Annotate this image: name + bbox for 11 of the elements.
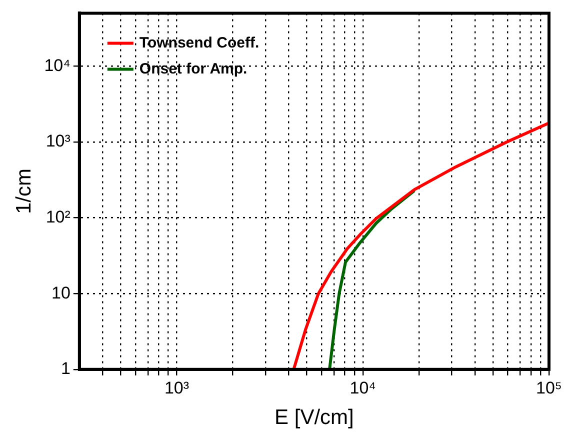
legend-label: Townsend Coeff.	[139, 34, 260, 52]
x-tick-label: 10³	[164, 378, 190, 398]
x-axis-title: E [V/cm]	[274, 406, 354, 430]
y-tick-label: 10	[51, 283, 70, 302]
y-tick-label: 1	[60, 359, 70, 378]
y-tick-label: 10³	[46, 132, 71, 151]
y-tick-label: 10²	[46, 207, 71, 226]
y-axis-title: 1/cm	[12, 168, 36, 214]
x-tick-label: 10⁴	[350, 378, 376, 398]
y-tick-label: 10⁴	[44, 56, 70, 75]
x-tick-label: 10⁵	[536, 378, 562, 398]
